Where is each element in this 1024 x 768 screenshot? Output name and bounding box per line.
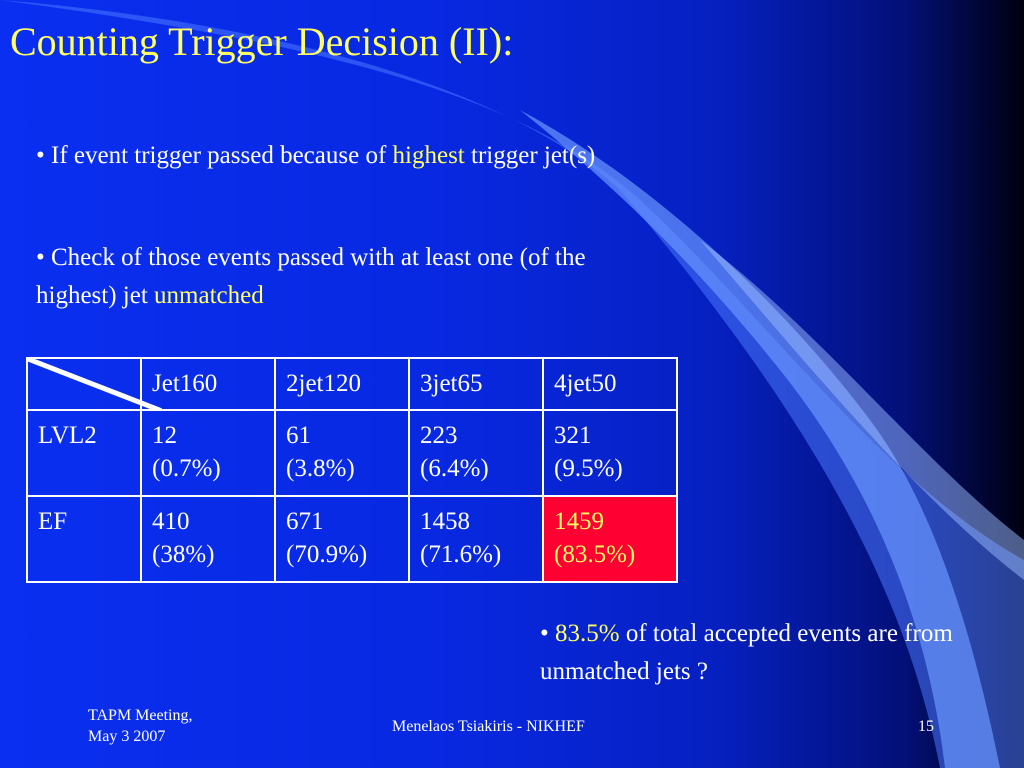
diagonal-divider [28, 359, 162, 411]
slide-title: Counting Trigger Decision (II): [10, 19, 514, 64]
table-header: 3jet65 [408, 357, 544, 411]
bullet-unmatched-fraction: • 83.5% of total accepted events are fro… [540, 620, 953, 685]
table-header: 4jet50 [542, 357, 678, 411]
table-cell: 1458 (71.6%) [408, 495, 544, 583]
footer-meeting: TAPM Meeting, May 3 2007 [88, 707, 193, 745]
table-cell: 12 (0.7%) [140, 409, 276, 497]
table-corner-cell [26, 357, 162, 411]
table-header: Jet160 [140, 357, 276, 411]
table-cell: 671 (70.9%) [274, 495, 410, 583]
table-row: LVL2 12 (0.7%) 61 (3.8%) 223 (6.4%) 321 (9.5… [26, 409, 678, 497]
table-cell: 61 (3.8%) [274, 409, 410, 497]
bullet-highest-trigger: • If event trigger passed because of hig… [36, 142, 596, 169]
row-label: EF [26, 495, 142, 583]
row-label: LVL2 [26, 409, 142, 497]
table-header: 2jet120 [274, 357, 410, 411]
table-header-row: Jet160 2jet120 3jet65 4jet50 [26, 357, 678, 411]
table-row: EF 410 (38%) 671 (70.9%) 1458 (71.6%) 1459(… [26, 495, 678, 583]
page-number: 15 [918, 718, 934, 735]
bullet-unmatched-check: • Check of those events passed with at l… [36, 244, 586, 309]
highlighted-table-cell: 1459 (83.5%) [542, 495, 678, 583]
footer-author: Menelaos Tsiakiris - NIKHEF [392, 718, 585, 735]
table-cell: 321 (9.5%) [542, 409, 678, 497]
table-cell: 410 (38%) [140, 495, 276, 583]
table-cell: 223 (6.4%) [408, 409, 544, 497]
trigger-table: Jet160 2jet120 3jet65 4jet50 LVL2 12 (0.7… [26, 357, 678, 583]
